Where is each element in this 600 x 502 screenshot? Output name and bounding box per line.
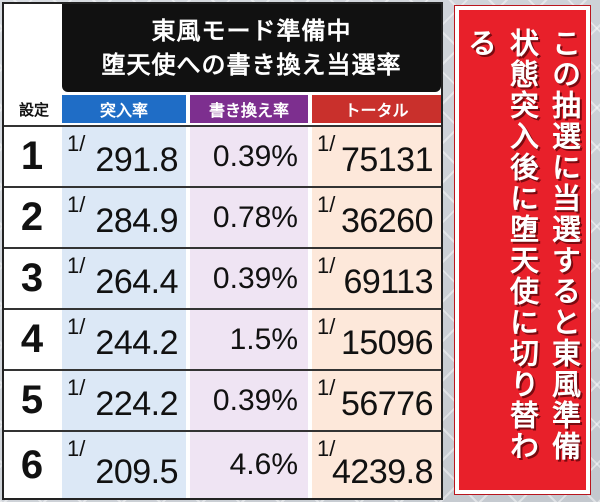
setting-number: 4 bbox=[20, 317, 44, 361]
title-line-2: 堕天使への書き換え当選率 bbox=[101, 51, 402, 79]
total-value: 36260 bbox=[340, 202, 434, 240]
rewrite-value: 1.5% bbox=[229, 322, 298, 356]
total-value: 69113 bbox=[343, 263, 433, 301]
fraction-prefix: 1/ bbox=[317, 314, 336, 339]
header-total: トータル bbox=[312, 95, 441, 123]
fraction-prefix: 1/ bbox=[67, 436, 86, 461]
rate-value: 224.2 bbox=[95, 385, 178, 423]
note-banner: この抽選に当選すると東風準備状態突入後に堕天使に切り替わる bbox=[455, 6, 590, 494]
header-rate: 突入率 bbox=[62, 95, 186, 123]
table-row: 3 1/264.4 0.39% 1/69113 bbox=[4, 247, 441, 308]
table-row: 5 1/224.2 0.39% 1/56776 bbox=[4, 369, 441, 430]
rewrite-value: 0.39% bbox=[212, 139, 298, 173]
fraction-prefix: 1/ bbox=[317, 192, 336, 217]
title-line-1: 東風モード準備中 bbox=[151, 17, 352, 45]
setting-number: 5 bbox=[20, 378, 44, 422]
total-value: 75131 bbox=[340, 141, 434, 179]
note-banner-text: この抽選に当選すると東風準備状態突入後に堕天使に切り替わる bbox=[463, 28, 582, 462]
header-setting: 設定 bbox=[8, 95, 60, 123]
total-value: 4239.8 bbox=[332, 453, 434, 491]
rate-value: 209.5 bbox=[95, 453, 178, 491]
table-title: 東風モード準備中 堕天使への書き換え当選率 bbox=[62, 4, 441, 92]
rewrite-value: 4.6% bbox=[229, 448, 298, 481]
rewrite-value: 0.39% bbox=[212, 261, 298, 295]
table-row: 1 1/291.8 0.39% 1/75131 bbox=[4, 125, 441, 186]
header-rewrite: 書き換え率 bbox=[190, 95, 308, 123]
setting-number: 6 bbox=[20, 442, 44, 487]
total-value: 15096 bbox=[340, 324, 434, 362]
rate-value: 291.8 bbox=[95, 141, 178, 179]
rewrite-value: 0.78% bbox=[212, 200, 298, 234]
table-row: 4 1/244.2 1.5% 1/15096 bbox=[4, 308, 441, 369]
fraction-prefix: 1/ bbox=[317, 253, 336, 278]
rate-value: 264.4 bbox=[95, 263, 178, 301]
total-value: 56776 bbox=[340, 385, 434, 423]
rewrite-value: 0.39% bbox=[212, 383, 298, 417]
fraction-prefix: 1/ bbox=[317, 436, 336, 461]
fraction-prefix: 1/ bbox=[67, 375, 86, 400]
rate-value: 284.9 bbox=[95, 202, 178, 240]
probability-table: 東風モード準備中 堕天使への書き換え当選率 設定 突入率 書き換え率 トータル … bbox=[2, 2, 443, 500]
fraction-prefix: 1/ bbox=[67, 131, 86, 156]
setting-number: 1 bbox=[20, 134, 44, 178]
setting-number: 2 bbox=[20, 195, 44, 239]
table-row: 2 1/284.9 0.78% 1/36260 bbox=[4, 186, 441, 247]
rate-value: 244.2 bbox=[95, 324, 178, 362]
table-row: 6 1/209.5 4.6% 1/4239.8 bbox=[4, 430, 441, 498]
fraction-prefix: 1/ bbox=[317, 131, 336, 156]
fraction-prefix: 1/ bbox=[67, 192, 86, 217]
setting-number: 3 bbox=[20, 256, 44, 300]
fraction-prefix: 1/ bbox=[67, 253, 86, 278]
fraction-prefix: 1/ bbox=[317, 375, 336, 400]
fraction-prefix: 1/ bbox=[67, 314, 86, 339]
